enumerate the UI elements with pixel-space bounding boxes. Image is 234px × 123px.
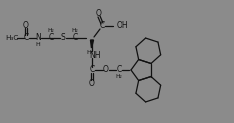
- Text: O: O: [103, 66, 109, 75]
- Text: H₂: H₂: [48, 28, 54, 32]
- Text: O: O: [23, 21, 29, 30]
- Text: N: N: [35, 33, 41, 43]
- Text: O: O: [89, 79, 95, 89]
- Text: S: S: [61, 33, 65, 43]
- Text: C: C: [89, 66, 95, 75]
- Text: H₃C: H₃C: [5, 35, 18, 41]
- Text: H: H: [36, 43, 40, 47]
- Text: H₂: H₂: [116, 75, 122, 79]
- Polygon shape: [91, 40, 94, 48]
- Text: O: O: [96, 8, 102, 17]
- Text: H: H: [87, 49, 91, 54]
- Text: C: C: [72, 33, 78, 43]
- Text: NH: NH: [89, 51, 101, 60]
- Text: H₂: H₂: [72, 28, 78, 32]
- Text: C: C: [116, 66, 122, 75]
- Text: C: C: [48, 33, 54, 43]
- Text: C: C: [23, 33, 29, 43]
- Text: OH: OH: [117, 22, 129, 31]
- Text: C: C: [99, 22, 105, 31]
